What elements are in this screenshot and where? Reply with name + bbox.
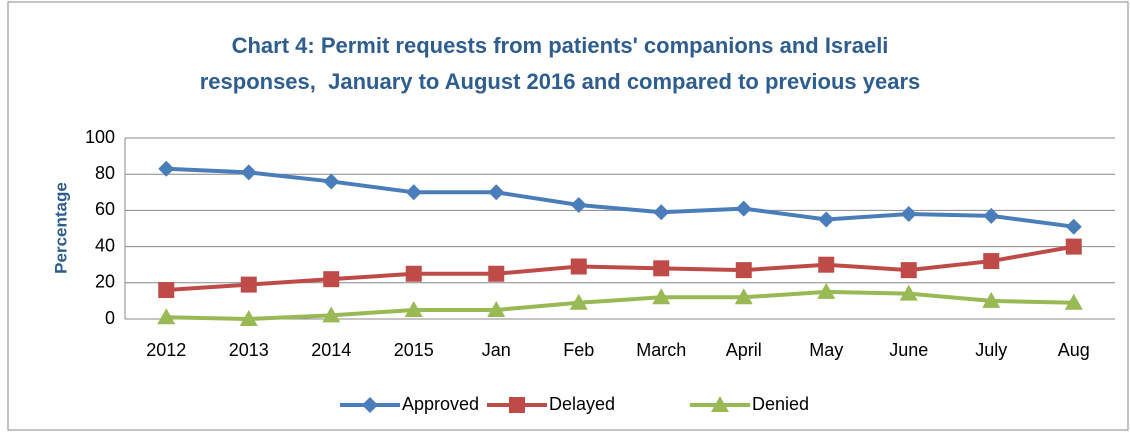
- x-tick-label: July: [975, 340, 1007, 360]
- marker: [900, 262, 917, 279]
- y-tick-label: 60: [95, 199, 115, 219]
- x-tick-label: 2015: [394, 340, 434, 360]
- series-line: [166, 244, 1075, 293]
- marker: [362, 397, 378, 413]
- marker: [734, 288, 753, 305]
- legend-label: Approved: [402, 394, 479, 414]
- marker: [509, 397, 525, 413]
- marker: [158, 160, 175, 177]
- marker: [735, 262, 752, 279]
- marker: [570, 258, 587, 275]
- y-tick-label: 40: [95, 235, 115, 255]
- y-tick-label: 100: [85, 127, 115, 147]
- marker: [569, 293, 588, 310]
- chart-title: responses, January to August 2016 and co…: [200, 69, 921, 94]
- marker: [322, 306, 341, 323]
- marker: [405, 265, 422, 282]
- x-tick-label: Feb: [563, 340, 594, 360]
- x-tick-label: 2014: [311, 340, 351, 360]
- x-tick-label: March: [636, 340, 686, 360]
- marker: [240, 276, 257, 293]
- marker: [488, 184, 505, 201]
- marker: [900, 206, 917, 223]
- marker: [653, 204, 670, 221]
- marker: [404, 300, 423, 317]
- marker: [1065, 238, 1082, 255]
- x-tick-label: Jan: [482, 340, 511, 360]
- marker: [157, 308, 176, 325]
- marker: [711, 396, 729, 412]
- series-line: [166, 289, 1074, 322]
- marker: [1065, 218, 1082, 235]
- marker: [817, 282, 836, 299]
- y-tick-label: 20: [95, 272, 115, 292]
- y-axis-label: Percentage: [51, 182, 70, 274]
- marker: [899, 284, 918, 301]
- x-tick-label: April: [726, 340, 762, 360]
- series-line: [166, 166, 1075, 229]
- y-tick-label: 80: [95, 163, 115, 183]
- marker: [405, 184, 422, 201]
- marker: [983, 253, 1000, 270]
- marker: [488, 265, 505, 282]
- marker: [652, 288, 671, 305]
- marker: [239, 310, 258, 326]
- marker: [982, 291, 1001, 308]
- marker: [735, 200, 752, 217]
- y-tick-label: 0: [105, 308, 115, 328]
- marker: [1064, 293, 1083, 310]
- marker: [323, 271, 340, 288]
- x-tick-label: 2012: [146, 340, 186, 360]
- x-tick-label: Aug: [1058, 340, 1090, 360]
- marker: [818, 211, 835, 228]
- marker: [818, 256, 835, 273]
- marker: [158, 282, 175, 299]
- marker: [323, 173, 340, 190]
- x-tick-label: 2013: [229, 340, 269, 360]
- legend-label: Delayed: [549, 394, 615, 414]
- x-tick-label: May: [809, 340, 843, 360]
- legend-label: Denied: [752, 394, 809, 414]
- marker: [983, 207, 1000, 224]
- marker: [487, 300, 506, 317]
- x-tick-label: June: [889, 340, 928, 360]
- chart-title: Chart 4: Permit requests from patients' …: [232, 33, 889, 58]
- marker: [653, 260, 670, 277]
- marker: [240, 164, 257, 181]
- marker: [570, 196, 587, 213]
